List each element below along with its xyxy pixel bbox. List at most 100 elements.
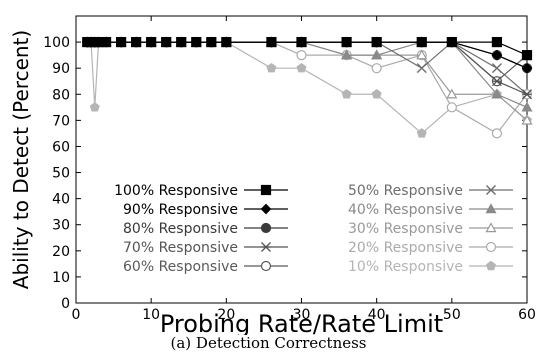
data-point bbox=[446, 88, 458, 99]
data-point bbox=[371, 49, 383, 60]
series-line bbox=[87, 41, 528, 95]
data-point bbox=[485, 222, 497, 233]
legend-label: 70% Responsive bbox=[123, 240, 238, 256]
legend-entry: 100% Responsive bbox=[114, 183, 288, 199]
legend-label: 40% Responsive bbox=[348, 202, 463, 218]
data-point bbox=[161, 36, 172, 48]
data-point bbox=[296, 62, 307, 73]
y-tick-label: 60 bbox=[52, 139, 70, 155]
y-tick-label: 50 bbox=[52, 166, 70, 182]
legend-entry: 10% Responsive bbox=[348, 259, 513, 275]
legend: 100% Responsive 90% Responsive 80% Respons… bbox=[114, 183, 513, 275]
series-line bbox=[87, 41, 528, 135]
x-tick-label: 40 bbox=[368, 307, 386, 323]
legend-label: 10% Responsive bbox=[348, 259, 463, 275]
data-point bbox=[115, 36, 127, 48]
data-point bbox=[491, 36, 503, 48]
data-point bbox=[371, 63, 382, 74]
y-tick-label: 0 bbox=[61, 296, 70, 312]
data-point bbox=[522, 89, 532, 100]
legend-label: 30% Responsive bbox=[348, 221, 463, 237]
legend-label: 20% Responsive bbox=[348, 240, 463, 256]
data-point bbox=[416, 128, 427, 138]
y-tick-label: 10 bbox=[52, 270, 70, 286]
data-point bbox=[491, 76, 502, 87]
data-point bbox=[521, 50, 533, 61]
data-point bbox=[266, 62, 277, 73]
legend-entry: 30% Responsive bbox=[348, 221, 513, 237]
legend-label: 50% Responsive bbox=[348, 183, 463, 199]
data-point bbox=[521, 114, 533, 125]
data-point bbox=[341, 89, 352, 99]
data-point bbox=[221, 36, 232, 48]
data-point bbox=[491, 88, 503, 99]
data-point bbox=[260, 222, 272, 234]
legend-entry: 20% Responsive bbox=[348, 240, 513, 256]
data-point bbox=[266, 36, 277, 48]
y-axis-label: Ability to Detect (Percent) bbox=[9, 30, 33, 289]
data-point bbox=[89, 102, 100, 112]
data-point bbox=[296, 50, 307, 61]
legend-entry: 70% Responsive bbox=[123, 240, 288, 256]
series-line bbox=[87, 41, 528, 135]
data-point bbox=[446, 36, 457, 48]
data-point bbox=[191, 36, 202, 48]
data-point bbox=[491, 49, 503, 61]
x-tick-label: 20 bbox=[217, 307, 235, 323]
legend-label: 60% Responsive bbox=[123, 259, 238, 275]
series-line bbox=[87, 41, 528, 108]
data-point bbox=[100, 36, 112, 48]
legend-entry: 80% Responsive bbox=[123, 221, 288, 237]
y-tick-label: 90 bbox=[52, 61, 70, 77]
x-tick-label: 10 bbox=[142, 307, 160, 323]
figure-caption: (a) Detection Correctness bbox=[170, 334, 367, 352]
legend-entry: 40% Responsive bbox=[348, 202, 513, 218]
y-tick-label: 30 bbox=[52, 218, 70, 234]
series-line bbox=[87, 41, 528, 121]
data-point bbox=[176, 36, 187, 48]
data-point bbox=[131, 36, 142, 48]
data-point bbox=[485, 241, 497, 253]
legend-label: 90% Responsive bbox=[123, 202, 238, 218]
data-point bbox=[260, 260, 272, 272]
data-point bbox=[485, 203, 497, 214]
data-point bbox=[486, 185, 496, 195]
data-point bbox=[341, 36, 352, 48]
data-point bbox=[260, 184, 272, 196]
legend-entry: 90% Responsive bbox=[123, 202, 288, 218]
legend-label: 100% Responsive bbox=[114, 183, 238, 199]
x-tick-label: 50 bbox=[443, 307, 461, 323]
series-30-responsive bbox=[81, 36, 533, 125]
line-chart: 0 10 20 30 40 50 60 0 10 20 30 40 50 60 70 80 90 100 Probi… bbox=[9, 15, 536, 338]
y-tick-label: 100 bbox=[43, 35, 70, 51]
x-axis-label: Probing Rate/Rate Limit bbox=[160, 310, 443, 335]
data-point bbox=[260, 203, 272, 215]
data-point bbox=[446, 102, 457, 113]
data-point bbox=[416, 49, 428, 60]
data-point bbox=[491, 63, 502, 74]
data-point bbox=[416, 63, 427, 74]
legend-entry: 60% Responsive bbox=[123, 259, 288, 275]
data-point bbox=[146, 36, 157, 48]
data-point bbox=[296, 36, 307, 48]
x-tick-label: 0 bbox=[72, 307, 81, 323]
y-tick-label: 70 bbox=[52, 113, 70, 129]
data-point bbox=[486, 260, 496, 271]
x-tick-label: 60 bbox=[518, 307, 536, 323]
y-tick-label: 80 bbox=[52, 87, 70, 103]
data-point bbox=[206, 36, 217, 48]
x-tick-label: 30 bbox=[293, 307, 311, 323]
data-point bbox=[521, 62, 533, 74]
data-point bbox=[341, 49, 353, 60]
data-point bbox=[371, 89, 382, 99]
data-point bbox=[521, 101, 533, 112]
data-point bbox=[261, 242, 271, 252]
series-layer bbox=[81, 36, 533, 139]
legend-entry: 50% Responsive bbox=[348, 183, 513, 199]
data-point bbox=[371, 36, 382, 48]
legend-label: 80% Responsive bbox=[123, 221, 238, 237]
axes: 0 10 20 30 40 50 60 0 10 20 30 40 50 60 70 80 90 100 Probi… bbox=[9, 15, 536, 338]
data-point bbox=[416, 36, 427, 48]
y-tick-label: 20 bbox=[52, 244, 70, 260]
